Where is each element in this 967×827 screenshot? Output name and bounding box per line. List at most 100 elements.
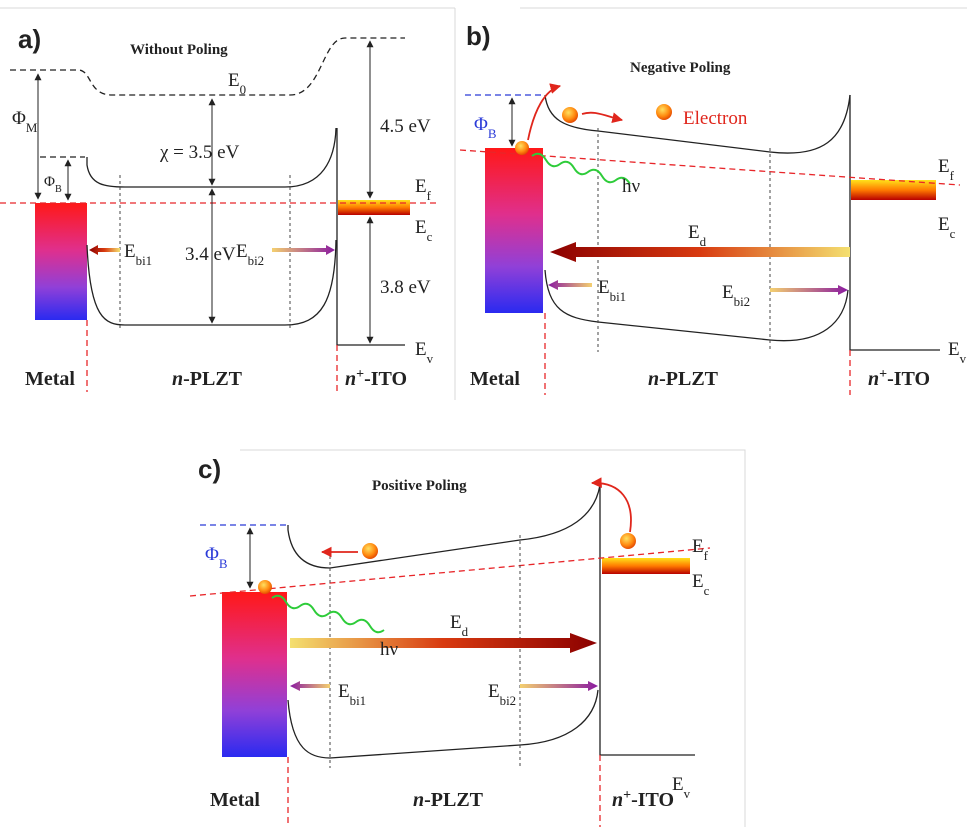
label-part: E [338,681,350,702]
label-part: bi1 [610,289,627,304]
label-part: -PLZT [183,368,243,390]
energy-label: Ev [948,339,967,366]
label-part: E [938,156,950,177]
ito-edge [849,95,940,351]
interface-line [287,755,601,827]
field-arrow [520,681,598,691]
ito-band [602,558,690,574]
valence-band [86,239,337,326]
emission-arrow [590,477,632,533]
label-part: E [124,241,136,262]
photon [531,152,631,185]
field-arrow [290,681,330,691]
ito-edge [599,485,695,756]
label-part: n [413,789,424,811]
drift-arrow [581,111,624,124]
label-part: bi1 [136,253,153,268]
label-part: E [228,70,240,91]
label-part: v [684,786,691,801]
panel-tag: c) [198,454,221,484]
vacuum-level [10,37,405,96]
label-part: c [704,583,710,598]
region-label: n-PLZT [413,789,484,811]
label-part: E [692,571,704,592]
electron [656,104,672,120]
panel-title: Negative Poling [630,60,731,76]
valence-band [544,269,849,342]
label-part: d [700,234,707,249]
energy-label: Ec [938,214,956,241]
metal-block [222,592,287,757]
field-arrow [550,242,850,262]
interface-line [86,320,338,392]
label-part: -PLZT [424,789,484,811]
energy-label: 4.5 eV [380,116,431,137]
electron [620,533,636,549]
interface-line [544,313,851,395]
label-part: + [356,367,364,382]
conduction-band [544,94,851,154]
label-part: E [415,176,427,197]
field-label: Ed [450,612,469,639]
depletion-boundary [329,535,521,768]
label-part: f [427,188,432,203]
region-label: Metal [210,789,260,811]
label-part: Φ [474,114,488,135]
label-part: E [948,339,960,360]
field-label: Ebi1 [598,277,626,304]
panel-title: Without Poling [130,42,228,58]
label-part: B [219,556,228,571]
ito-band [338,200,410,215]
field-label: Ebi2 [722,282,750,309]
electron [258,580,272,594]
panel-b [459,83,961,395]
fermi-level [189,547,711,597]
label-part: -ITO [887,368,930,390]
label-part: bi2 [248,253,265,268]
region-label: Metal [25,368,75,390]
field-label: Ebi2 [236,241,264,268]
emission-arrow [527,83,562,141]
label-part: E [688,222,700,243]
label-part: 0 [240,82,246,97]
photon-label: hν [380,639,399,660]
energy-label: ΦB [474,114,497,141]
energy-label: ΦB [44,174,62,195]
field-label: Ebi1 [124,241,152,268]
label-part: n [648,368,659,390]
label-part: E [236,241,248,262]
panel-title: Positive Poling [372,478,467,494]
field-arrow [290,633,597,653]
region-label: n-PLZT [172,368,243,390]
label-part: n [172,368,183,390]
energy-label: Ef [415,176,432,203]
energy-label: 3.8 eV [380,277,431,298]
energy-label: E0 [228,70,246,97]
label-part: bi2 [734,294,751,309]
electron [362,543,378,559]
label-part: Φ [44,174,55,190]
valence-band [287,689,599,759]
label-part: n [612,789,623,811]
region-label: n+-ITO [612,788,674,812]
panel-tag: a) [18,24,41,54]
region-label: n-PLZT [648,368,719,390]
label-part: -ITO [364,368,407,390]
label-part: -PLZT [659,368,719,390]
energy-label: Ev [672,774,691,801]
region-label: n+-ITO [868,367,930,391]
panel-frame [240,449,746,827]
photon-label: hν [622,176,641,197]
field-label: Ed [688,222,707,249]
label-part: Φ [12,108,26,129]
energy-label: 3.4 eV [185,244,236,265]
metal-block [35,203,87,320]
label-part: E [672,774,684,795]
photon [271,594,385,634]
energy-label: ΦB [205,544,228,571]
energy-label: Ef [692,536,709,563]
panel-tag: b) [466,21,491,51]
label-part: c [427,229,433,244]
label-part: E [488,681,500,702]
